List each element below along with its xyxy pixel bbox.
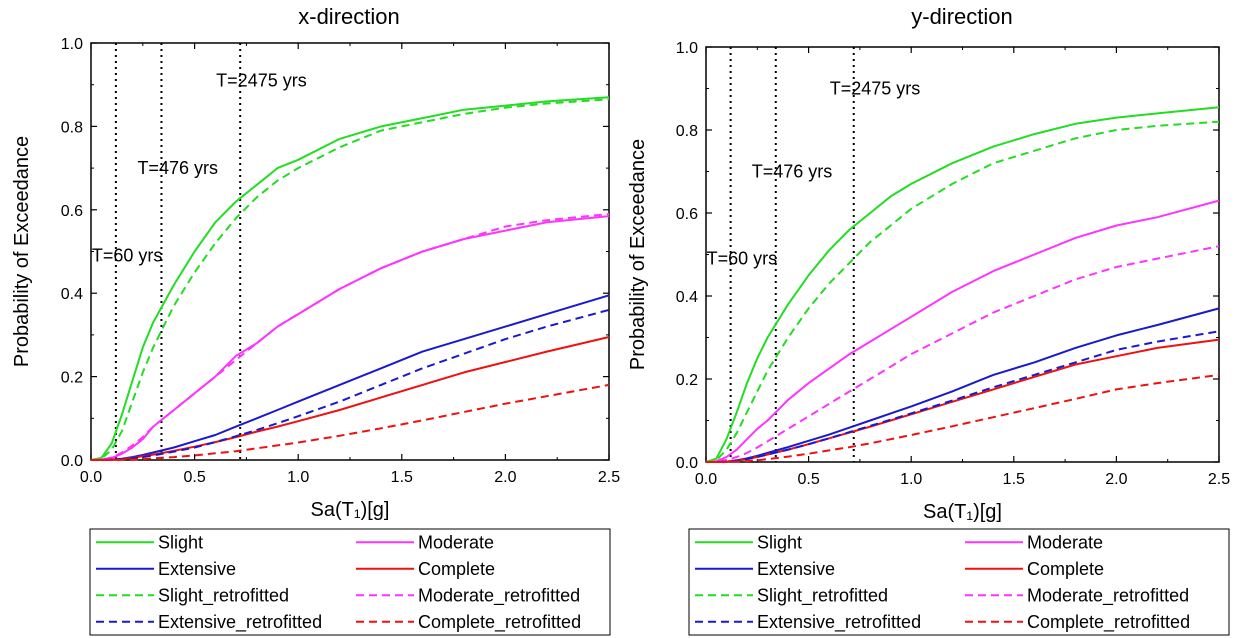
y-tick-label: 0.8 xyxy=(61,119,83,136)
x-tick-label: 2.5 xyxy=(1208,471,1230,488)
legend-item-moderate: Moderate xyxy=(1027,532,1103,552)
x-tick-label: 0.0 xyxy=(80,469,102,486)
legend-box xyxy=(89,528,611,636)
y-tick-label: 1.0 xyxy=(61,36,83,53)
chart-title: x-direction xyxy=(298,4,399,29)
series-line-slight_retrofitted xyxy=(90,98,610,461)
legend: Slight Moderate Extensive Complete Slight_re… xyxy=(688,528,1230,636)
series-line-moderate xyxy=(90,215,610,461)
legend-item-slight_retrofitted: Slight_retrofitted xyxy=(158,585,289,606)
plot-frame xyxy=(705,46,1220,463)
legend: Slight Moderate Extensive Complete Slight_re… xyxy=(89,528,611,636)
y-tick-label: 0.0 xyxy=(61,453,83,470)
legend-item-slight_retrofitted: Slight_retrofitted xyxy=(757,585,888,606)
return-period-label: T=60 yrs xyxy=(92,246,163,266)
legend-item-complete_retrofitted: Complete_retrofitted xyxy=(418,612,581,633)
legend-item-moderate: Moderate xyxy=(418,532,494,552)
y-tick-label: 0.0 xyxy=(676,455,698,472)
y-tick-label: 0.4 xyxy=(676,289,698,306)
x-tick-label: 0.5 xyxy=(183,469,205,486)
x-tick-label: 0.0 xyxy=(695,471,717,488)
panel-x-direction: x-direction 0.0 0.5 1.0 1.5 2.0 2.5 0.0 0.2 0.4 0.… xyxy=(11,4,620,636)
x-axis-label: Sa(T₁)[g] xyxy=(311,499,390,521)
x-tick-label: 2.0 xyxy=(1105,471,1127,488)
series-line-complete xyxy=(706,338,1220,463)
legend-box xyxy=(688,528,1230,636)
return-period-label: T=60 yrs xyxy=(707,249,778,269)
y-tick-label: 0.6 xyxy=(676,206,698,223)
legend-item-extensive_retrofitted: Extensive_retrofitted xyxy=(158,612,322,633)
y-axis-label: Probability of Exceedance xyxy=(11,136,33,367)
y-tick-label: 0.6 xyxy=(61,203,83,220)
legend-item-extensive: Extensive xyxy=(158,559,236,579)
series-line-complete_retrofitted xyxy=(91,383,610,461)
legend-item-moderate_retrofitted: Moderate_retrofitted xyxy=(418,585,580,606)
x-tick-label: 1.5 xyxy=(1003,471,1025,488)
chart-title: y-direction xyxy=(911,4,1012,29)
y-tick-label: 1.0 xyxy=(676,40,698,57)
series-line-slight_retrofitted xyxy=(705,120,1220,463)
x-tick-label: 0.5 xyxy=(797,471,819,488)
series-line-moderate_retrofitted xyxy=(705,245,1220,463)
legend-item-complete: Complete xyxy=(418,559,495,579)
x-tick-label: 2.0 xyxy=(494,469,516,486)
panel-y-direction: y-direction 0.0 0.5 1.0 1.5 2.0 2.5 0.0 0.2 0.4 0.… xyxy=(627,4,1230,636)
series-line-extensive_retrofitted xyxy=(706,330,1220,463)
x-tick-label: 1.0 xyxy=(900,471,922,488)
legend-item-slight: Slight xyxy=(158,532,203,552)
y-tick-label: 0.2 xyxy=(61,370,83,387)
legend-item-complete: Complete xyxy=(1027,559,1104,579)
return-period-label: T=476 yrs xyxy=(137,158,218,178)
series-line-extensive xyxy=(91,294,610,461)
x-tick-label: 1.5 xyxy=(391,469,413,486)
y-tick-label: 0.4 xyxy=(61,286,83,303)
legend-item-extensive_retrofitted: Extensive_retrofitted xyxy=(757,612,921,633)
series-line-extensive_retrofitted xyxy=(91,308,610,461)
x-axis-label: Sa(T₁)[g] xyxy=(923,501,1002,523)
y-tick-label: 0.2 xyxy=(676,372,698,389)
series-line-slight xyxy=(90,96,610,461)
series-line-slight xyxy=(705,106,1220,463)
x-tick-label: 2.5 xyxy=(598,469,620,486)
legend-item-moderate_retrofitted: Moderate_retrofitted xyxy=(1027,585,1189,606)
return-period-label: T=2475 yrs xyxy=(830,79,921,99)
return-period-label: T=2475 yrs xyxy=(216,71,307,91)
legend-item-extensive: Extensive xyxy=(757,559,835,579)
legend-item-slight: Slight xyxy=(757,532,802,552)
series-line-moderate xyxy=(705,199,1220,463)
series-line-complete_retrofitted xyxy=(706,373,1220,463)
y-tick-label: 0.8 xyxy=(676,123,698,140)
x-tick-label: 1.0 xyxy=(287,469,309,486)
y-axis-label: Probability of Exceedance xyxy=(627,139,649,370)
series-line-moderate_retrofitted xyxy=(90,213,610,461)
legend-item-complete_retrofitted: Complete_retrofitted xyxy=(1027,612,1190,633)
return-period-label: T=476 yrs xyxy=(752,162,833,182)
